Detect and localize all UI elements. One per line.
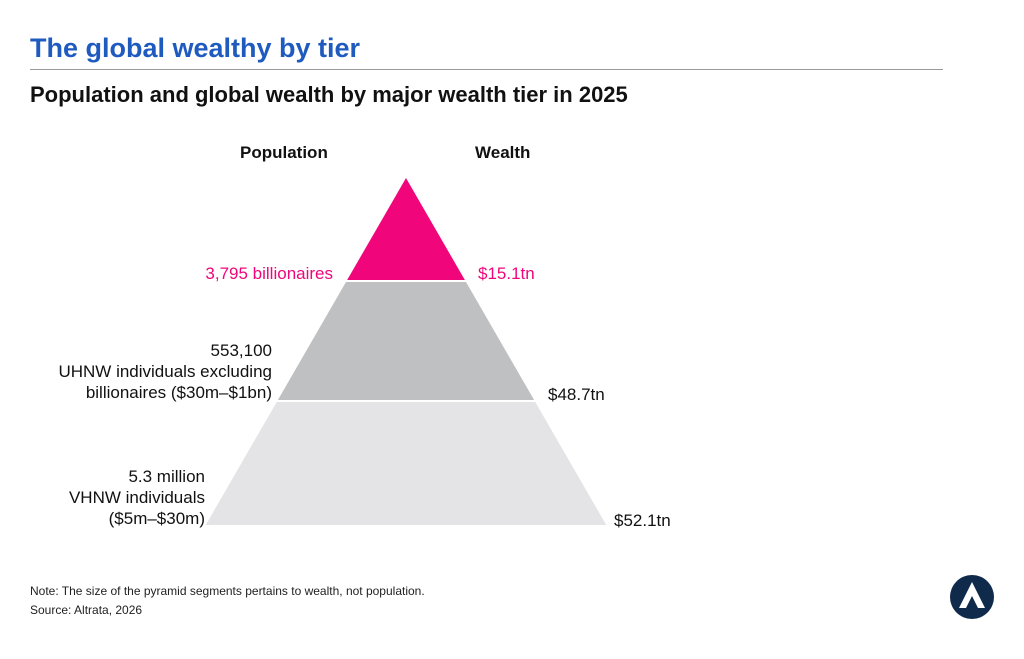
tier-billionaires-wealth-label: $15.1tn — [478, 264, 535, 283]
chart-subtitle: Population and global wealth by major we… — [30, 82, 628, 107]
wealth-column-header: Wealth — [475, 143, 531, 162]
population-column-header: Population — [240, 143, 328, 162]
chart-title: The global wealthy by tier — [30, 33, 361, 63]
footnote: Note: The size of the pyramid segments p… — [30, 584, 425, 598]
tier-vhnw-segment — [202, 400, 610, 527]
source-note: Source: Altrata, 2026 — [30, 603, 143, 617]
tier-uhnw-population-label: 553,100 UHNW individuals excluding billion… — [58, 341, 272, 402]
tier-billionaires-population-label: 3,795 billionaires — [205, 264, 333, 283]
tier-uhnw-segment — [274, 280, 538, 402]
tier-uhnw-wealth-label: $48.7tn — [548, 385, 605, 404]
tier-vhnw-population-label: 5.3 million VHNW individuals ($5m–$30m) — [69, 467, 205, 528]
altrata-logo-icon — [950, 575, 994, 619]
tier-vhnw-wealth-label: $52.1tn — [614, 511, 671, 530]
tier-billionaires-segment — [343, 173, 469, 282]
title-divider — [30, 69, 943, 70]
